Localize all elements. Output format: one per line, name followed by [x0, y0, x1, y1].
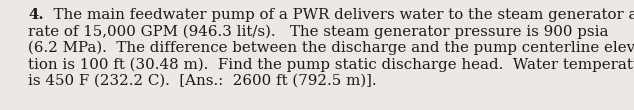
Text: is 450 F (232.2 C).  [Ans.:  2600 ft (792.5 m)].: is 450 F (232.2 C). [Ans.: 2600 ft (792.… — [28, 74, 377, 88]
Text: rate of 15,000 GPM (946.3 lit/s).   The steam generator pressure is 900 psia: rate of 15,000 GPM (946.3 lit/s). The st… — [28, 25, 609, 39]
Text: The main feedwater pump of a PWR delivers water to the steam generator at a: The main feedwater pump of a PWR deliver… — [44, 8, 634, 22]
Text: (6.2 MPa).  The difference between the discharge and the pump centerline eleva-: (6.2 MPa). The difference between the di… — [28, 41, 634, 55]
Text: 4.: 4. — [28, 8, 44, 22]
Text: tion is 100 ft (30.48 m).  Find the pump static discharge head.  Water temperatu: tion is 100 ft (30.48 m). Find the pump … — [28, 58, 634, 72]
